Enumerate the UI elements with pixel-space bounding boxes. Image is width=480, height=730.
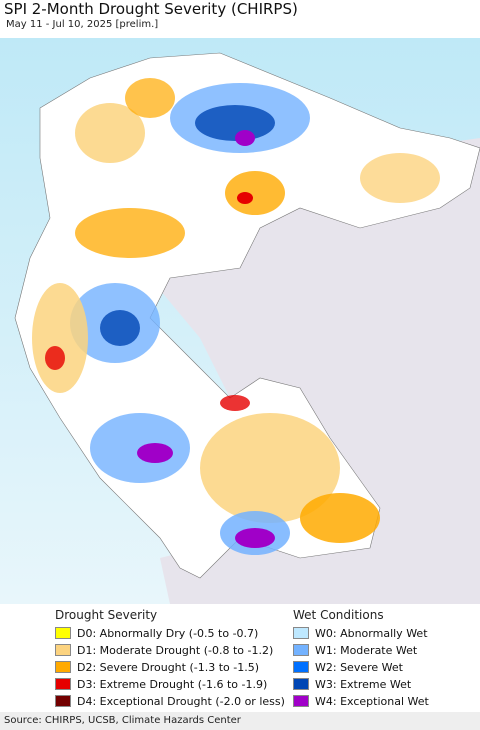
- legend-label: W2: Severe Wet: [315, 661, 403, 674]
- dry-patch: [200, 413, 340, 523]
- legend-swatch: [293, 695, 309, 707]
- legend-swatch: [293, 644, 309, 656]
- legend-title: Wet Conditions: [293, 608, 384, 622]
- legend-label: D0: Abnormally Dry (-0.5 to -0.7): [77, 627, 259, 640]
- legend-label: D1: Moderate Drought (-0.8 to -1.2): [77, 644, 274, 657]
- dry-patch: [237, 192, 253, 204]
- wet-patch: [100, 310, 140, 346]
- legend-swatch: [293, 678, 309, 690]
- dry-patch: [300, 493, 380, 543]
- title: SPI 2-Month Drought Severity (CHIRPS): [4, 0, 298, 18]
- source: Source: CHIRPS, UCSB, Climate Hazards Ce…: [0, 712, 480, 730]
- legend-label: W3: Extreme Wet: [315, 678, 412, 691]
- dry-patch: [75, 208, 185, 258]
- dry-patch: [32, 283, 88, 393]
- legend-label: D3: Extreme Drought (-1.6 to -1.9): [77, 678, 268, 691]
- legend-label: D2: Severe Drought (-1.3 to -1.5): [77, 661, 260, 674]
- dry-patch: [220, 395, 250, 411]
- legend-swatch: [293, 627, 309, 639]
- legend-swatch: [293, 661, 309, 673]
- wet-patch: [235, 528, 275, 548]
- dry-patch: [75, 103, 145, 163]
- legend-swatch: [55, 695, 71, 707]
- legend-title: Drought Severity: [55, 608, 158, 622]
- dry-patch: [360, 153, 440, 203]
- dry-patch: [225, 171, 285, 215]
- subtitle: May 11 - Jul 10, 2025 [prelim.]: [6, 19, 159, 30]
- legend-swatch: [55, 678, 71, 690]
- dry-patch: [45, 346, 65, 370]
- legend-swatch: [55, 661, 71, 673]
- legend-label: W4: Exceptional Wet: [315, 695, 429, 708]
- legend-label: D4: Exceptional Drought (-2.0 or less): [77, 695, 285, 708]
- legend: Drought Severity D0: Abnormally Dry (-0.5…: [0, 606, 480, 710]
- legend-swatch: [55, 644, 71, 656]
- wet-patch: [195, 105, 275, 141]
- wet-patch: [235, 130, 255, 146]
- legend-label: W0: Abnormally Wet: [315, 627, 428, 640]
- wet-patch: [137, 443, 173, 463]
- legend-label: W1: Moderate Wet: [315, 644, 418, 657]
- map: [0, 38, 480, 604]
- dry-patch: [125, 78, 175, 118]
- legend-swatch: [55, 627, 71, 639]
